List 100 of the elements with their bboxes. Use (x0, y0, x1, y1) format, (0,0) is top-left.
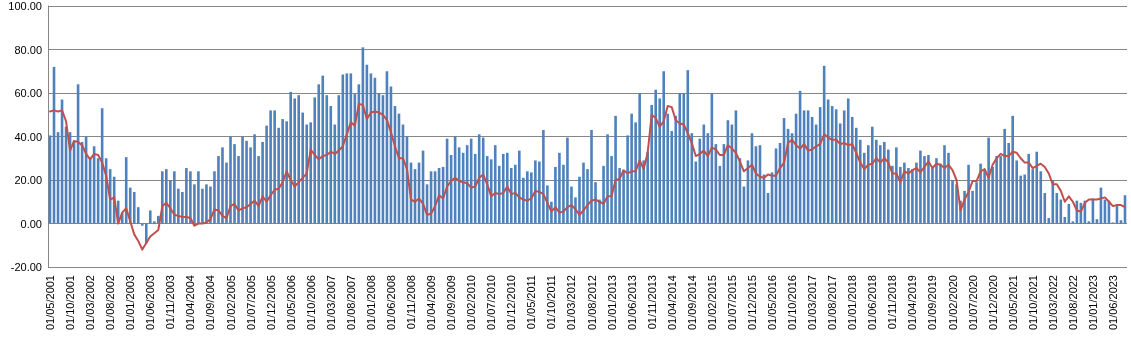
bar (197, 171, 200, 224)
bar (253, 134, 256, 224)
x-tick-label: 01/12/2005 (264, 275, 277, 331)
x-tick-label: 01/11/2008 (405, 275, 418, 330)
bar (566, 137, 569, 224)
y-tick-label: 100.00 (8, 0, 42, 12)
x-tick-label: 01/06/2003 (144, 275, 157, 331)
x-tick-label: 01/06/2013 (625, 275, 638, 331)
x-tick-label: 01/03/2022 (1046, 275, 1059, 331)
bar (124, 157, 128, 224)
bar (1071, 221, 1075, 224)
bar (846, 98, 850, 224)
bar (903, 162, 906, 224)
bar (614, 115, 617, 224)
x-tick-label: 01/10/2011 (545, 275, 558, 330)
bar (943, 145, 946, 224)
x-tick-label: 01/12/2010 (505, 275, 518, 331)
bar (1035, 151, 1039, 224)
x-tick-label: 01/09/2019 (926, 275, 939, 331)
x-tick-label: 01/10/2006 (304, 275, 317, 331)
x-tick-label: 01/04/2014 (665, 275, 678, 331)
x-tick-label: 01/02/2005 (224, 275, 237, 331)
bar (630, 113, 633, 224)
bar (987, 137, 990, 224)
y-tick-label: 20.00 (14, 174, 42, 186)
bar (505, 152, 509, 224)
bar (654, 89, 657, 224)
bar (995, 156, 998, 224)
y-tick-label: 80.00 (14, 43, 42, 56)
x-tick-label: 01/06/2018 (866, 275, 879, 331)
x-tick-label: 01/04/2009 (425, 275, 438, 331)
x-tick-label: 01/10/2021 (1026, 275, 1039, 331)
x-tick-label: 01/07/2010 (485, 275, 498, 331)
bar (1051, 180, 1055, 224)
x-tick-label: 01/05/2021 (1006, 275, 1019, 331)
x-tick-label: 01/12/2020 (986, 275, 999, 331)
x-tick-label: 01/07/2005 (244, 275, 257, 331)
x-tick-label: 01/08/2022 (1066, 275, 1079, 331)
x-tick-label: 01/02/2020 (946, 275, 959, 331)
x-tick-label: 01/12/2015 (745, 275, 758, 331)
x-tick-label: 01/03/2007 (324, 275, 337, 331)
bar (895, 147, 898, 224)
x-tick-label: 01/05/2001 (44, 275, 57, 331)
x-tick-label: 01/11/2003 (164, 275, 177, 330)
bar (927, 154, 930, 224)
bar (245, 140, 248, 224)
bar (1087, 221, 1091, 224)
bar (205, 184, 208, 224)
bar (165, 169, 168, 224)
x-tick-label: 01/08/2017 (826, 275, 839, 331)
x-tick-label: 01/01/2013 (605, 275, 618, 331)
bar (1095, 219, 1099, 224)
x-tick-label: 01/08/2007 (344, 275, 357, 331)
x-tick-label: 01/10/2001 (64, 275, 77, 331)
x-tick-label: 01/11/2013 (645, 275, 658, 330)
bar (935, 158, 938, 224)
x-tick-label: 01/07/2020 (966, 275, 979, 331)
x-tick-label: 01/10/2016 (786, 275, 799, 331)
x-tick-label: 01/04/2004 (184, 275, 197, 331)
bar (189, 171, 192, 224)
x-tick-label: 01/07/2015 (725, 275, 738, 331)
bar (518, 150, 521, 224)
bar (526, 171, 529, 224)
bar (590, 129, 593, 224)
x-tick-label: 01/02/2010 (465, 275, 478, 331)
x-tick-label: 01/09/2004 (204, 275, 217, 331)
x-tick-label: 01/01/2008 (364, 275, 377, 331)
bar (919, 150, 922, 224)
x-tick-label: 01/01/2003 (124, 275, 137, 331)
bar (273, 110, 276, 224)
bar (132, 191, 136, 224)
bar (321, 75, 325, 224)
bar (1011, 115, 1014, 224)
bar (967, 164, 970, 224)
x-tick-label: 01/09/2009 (445, 275, 458, 331)
bar (241, 136, 244, 224)
x-tick-label: 01/05/2016 (766, 275, 779, 331)
x-tick-label: 01/08/2002 (104, 275, 117, 331)
y-tick-label: -20.00 (10, 261, 42, 273)
bar (289, 91, 292, 224)
x-tick-label: 01/05/2011 (525, 275, 538, 330)
bar (501, 153, 505, 224)
x-tick-label: 01/06/2023 (1106, 275, 1119, 331)
bar (582, 162, 585, 224)
bar (477, 134, 481, 224)
y-tick-label: 0.00 (20, 217, 42, 230)
x-tick-label: 01/03/2002 (84, 275, 97, 331)
x-tick-label: 01/09/2014 (685, 275, 698, 331)
y-tick-label: 40.00 (14, 130, 42, 143)
bar (542, 129, 545, 224)
bar (534, 160, 537, 224)
bar (662, 71, 666, 224)
bar (493, 145, 497, 224)
bar (148, 210, 152, 224)
bar (229, 136, 232, 224)
x-tick-label: 01/08/2012 (585, 275, 598, 331)
x-tick-label: 01/02/2015 (705, 275, 718, 331)
x-tick-label: 01/01/2023 (1086, 275, 1099, 331)
line-series (49, 102, 1126, 251)
x-tick-label: 01/04/2019 (906, 275, 919, 331)
